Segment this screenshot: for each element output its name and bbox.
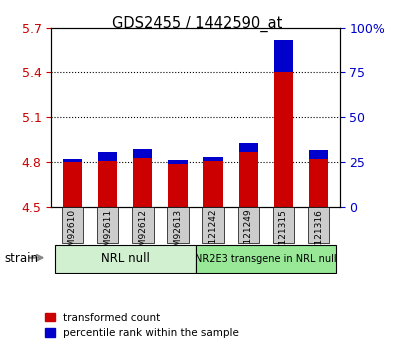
FancyBboxPatch shape: [55, 245, 196, 273]
Text: GSM121315: GSM121315: [279, 209, 288, 264]
FancyBboxPatch shape: [132, 207, 154, 243]
Bar: [133, 158, 152, 207]
Bar: [63, 162, 82, 207]
Bar: [239, 143, 258, 152]
Bar: [274, 72, 293, 207]
Text: GSM92612: GSM92612: [138, 209, 147, 258]
Bar: [309, 159, 328, 207]
Bar: [63, 159, 82, 162]
FancyBboxPatch shape: [167, 207, 189, 243]
Bar: [274, 40, 293, 72]
FancyBboxPatch shape: [273, 207, 294, 243]
Bar: [309, 150, 328, 159]
Bar: [203, 161, 223, 207]
Text: GSM121242: GSM121242: [209, 209, 218, 263]
Text: GSM121316: GSM121316: [314, 209, 323, 264]
Text: NRL null: NRL null: [101, 252, 150, 265]
Text: strain: strain: [5, 252, 39, 265]
FancyBboxPatch shape: [97, 207, 118, 243]
Text: GDS2455 / 1442590_at: GDS2455 / 1442590_at: [112, 16, 283, 32]
Text: GSM92610: GSM92610: [68, 209, 77, 258]
Bar: [239, 152, 258, 207]
FancyBboxPatch shape: [196, 245, 336, 273]
FancyBboxPatch shape: [308, 207, 329, 243]
Legend: transformed count, percentile rank within the sample: transformed count, percentile rank withi…: [45, 313, 239, 338]
Text: NR2E3 transgene in NRL null: NR2E3 transgene in NRL null: [195, 254, 337, 264]
Bar: [168, 164, 188, 207]
Text: GSM92613: GSM92613: [173, 209, 182, 258]
Bar: [168, 160, 188, 164]
FancyBboxPatch shape: [237, 207, 259, 243]
Text: GSM92611: GSM92611: [103, 209, 112, 258]
Text: GSM121249: GSM121249: [244, 209, 253, 264]
Bar: [98, 152, 117, 161]
Bar: [133, 149, 152, 158]
Bar: [98, 161, 117, 207]
FancyBboxPatch shape: [202, 207, 224, 243]
Bar: [203, 157, 223, 161]
FancyBboxPatch shape: [62, 207, 83, 243]
